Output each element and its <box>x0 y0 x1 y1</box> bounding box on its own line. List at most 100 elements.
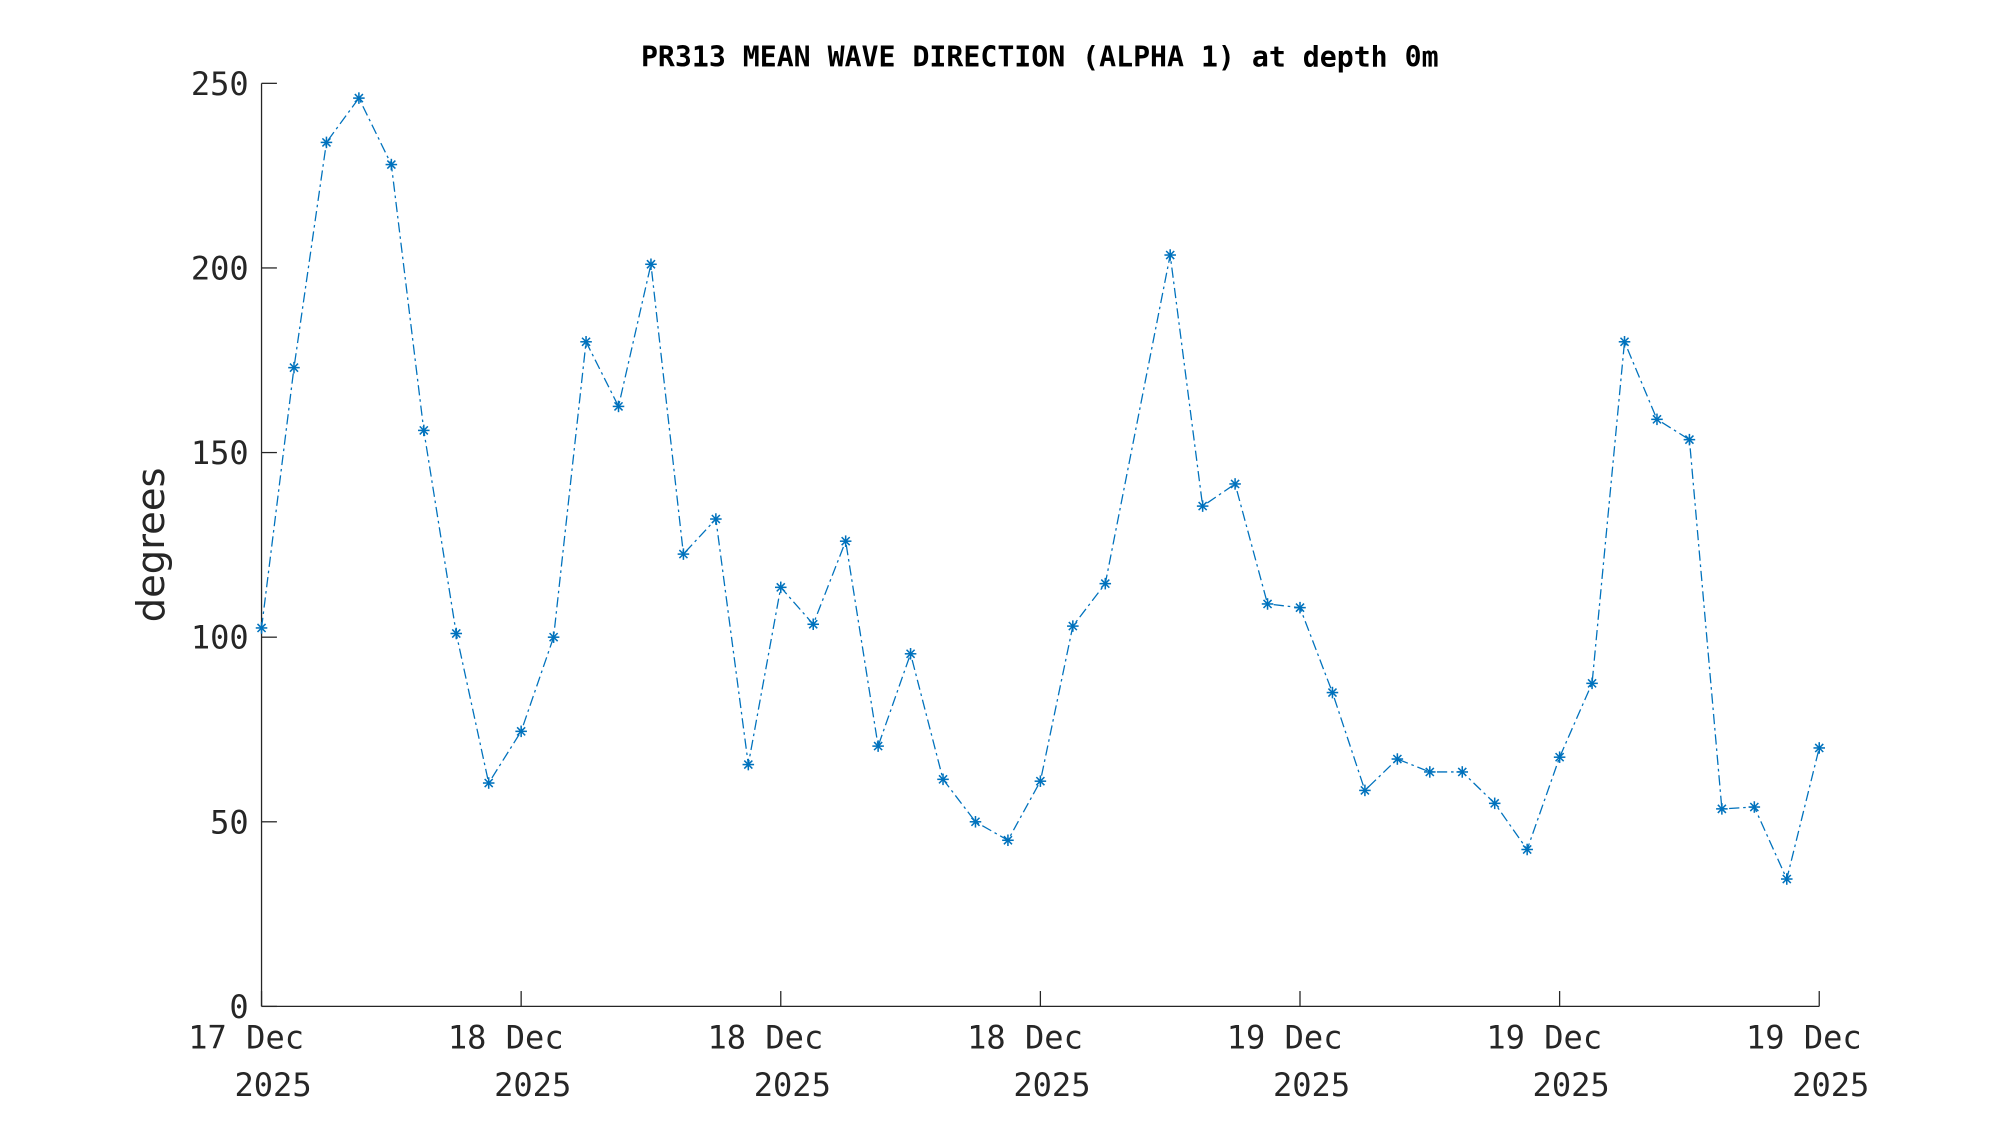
x-tick-label-year: 2025 <box>234 1066 311 1104</box>
marker-stroke <box>354 93 364 103</box>
x-tick-label-year: 2025 <box>494 1066 571 1104</box>
marker-stroke <box>484 778 494 788</box>
marker-stroke <box>711 514 721 524</box>
series <box>255 92 1826 885</box>
series-line <box>260 96 1820 881</box>
data-point <box>904 648 917 660</box>
x-tick-label-year: 2025 <box>754 1066 831 1104</box>
x-tick-label-year: 2025 <box>1533 1066 1610 1104</box>
data-point <box>1553 751 1566 763</box>
x-tick-label-date: 19 Dec <box>1227 1019 1343 1057</box>
marker-stroke <box>549 632 559 642</box>
x-tick-label-date: 19 Dec <box>1746 1019 1862 1057</box>
data-point <box>320 136 333 149</box>
y-tick-label: 0 <box>229 988 248 1026</box>
data-point <box>580 336 592 348</box>
marker-stroke <box>646 259 656 269</box>
data-point <box>1813 742 1826 754</box>
marker-stroke <box>1457 767 1467 777</box>
data-point <box>872 740 884 752</box>
data-point <box>1099 577 1112 590</box>
marker-stroke <box>1814 743 1824 753</box>
data-point <box>807 618 819 631</box>
y-tick-label: 150 <box>191 434 249 472</box>
data-point <box>839 535 852 547</box>
data-point <box>775 581 787 594</box>
marker-stroke <box>1360 785 1370 795</box>
data-point <box>1683 433 1696 446</box>
data-point <box>677 548 690 560</box>
data-point <box>1521 843 1533 856</box>
marker-stroke <box>873 741 883 751</box>
marker-stroke <box>970 817 981 827</box>
data-point <box>1586 677 1598 690</box>
marker-stroke <box>419 425 429 435</box>
marker-stroke <box>613 401 624 411</box>
marker-stroke <box>1165 250 1175 260</box>
data-point <box>937 773 949 786</box>
marker-stroke <box>743 759 753 770</box>
marker-stroke <box>1490 798 1500 808</box>
y-axis-label: degrees <box>129 467 174 622</box>
data-point <box>1196 500 1209 512</box>
marker-stroke <box>1198 501 1208 511</box>
marker-stroke <box>1003 835 1013 845</box>
data-point <box>645 258 657 271</box>
marker-stroke <box>938 774 948 784</box>
data-point <box>612 400 625 413</box>
marker-stroke <box>1425 767 1435 777</box>
data-point <box>547 631 560 643</box>
data-point <box>288 361 300 374</box>
marker-stroke <box>1230 479 1240 489</box>
y-tick-label: 50 <box>210 803 249 841</box>
marker-stroke <box>1717 804 1727 814</box>
chart-title: PR313 MEAN WAVE DIRECTION (ALPHA 1) at d… <box>641 41 1439 74</box>
marker-stroke <box>1392 754 1402 764</box>
data-point <box>710 513 722 525</box>
marker-stroke <box>1782 874 1792 884</box>
data-point <box>515 725 527 738</box>
marker-stroke <box>1327 687 1338 698</box>
marker-stroke <box>386 159 396 170</box>
data-point <box>1391 753 1404 765</box>
data-point <box>353 92 365 104</box>
data-point <box>1359 784 1371 797</box>
x-tick-label-date: 17 Dec <box>188 1019 304 1057</box>
data-point <box>255 622 268 634</box>
data-point <box>1229 478 1241 490</box>
axes: 0 50 100 150 200 250 17 Dec 2025 18 Dec 2025 18 De… <box>188 65 1869 1104</box>
data-point <box>1261 598 1274 610</box>
marker-stroke <box>1068 621 1078 631</box>
marker-stroke <box>841 536 851 546</box>
data-point <box>1456 766 1469 778</box>
marker-stroke <box>1262 599 1273 609</box>
marker-stroke <box>321 137 332 147</box>
marker-stroke <box>776 582 786 592</box>
marker-stroke <box>678 549 688 559</box>
marker-stroke <box>1652 414 1662 424</box>
y-tick-label: 100 <box>191 619 249 657</box>
marker-stroke <box>1587 678 1597 688</box>
x-tick-label-date: 19 Dec <box>1486 1019 1602 1057</box>
marker-stroke <box>905 649 916 659</box>
data-point <box>1424 766 1436 778</box>
marker-stroke <box>289 363 299 373</box>
data-point <box>1067 620 1079 632</box>
marker-stroke <box>451 628 461 639</box>
x-tick-label-year: 2025 <box>1792 1066 1869 1104</box>
marker-stroke <box>808 619 818 629</box>
data-point <box>1781 873 1793 885</box>
marker-stroke <box>581 337 591 347</box>
x-tick-label-year: 2025 <box>1013 1066 1090 1104</box>
data-point <box>1651 413 1663 426</box>
data-point <box>1002 834 1014 847</box>
marker-stroke <box>256 623 267 633</box>
marker-stroke <box>1035 776 1045 786</box>
marker-stroke <box>516 726 526 736</box>
y-tick-label: 200 <box>191 249 249 287</box>
data-point <box>1164 249 1176 261</box>
x-tick-label-year: 2025 <box>1273 1066 1350 1104</box>
data-point <box>969 816 982 828</box>
data-point <box>482 777 495 789</box>
